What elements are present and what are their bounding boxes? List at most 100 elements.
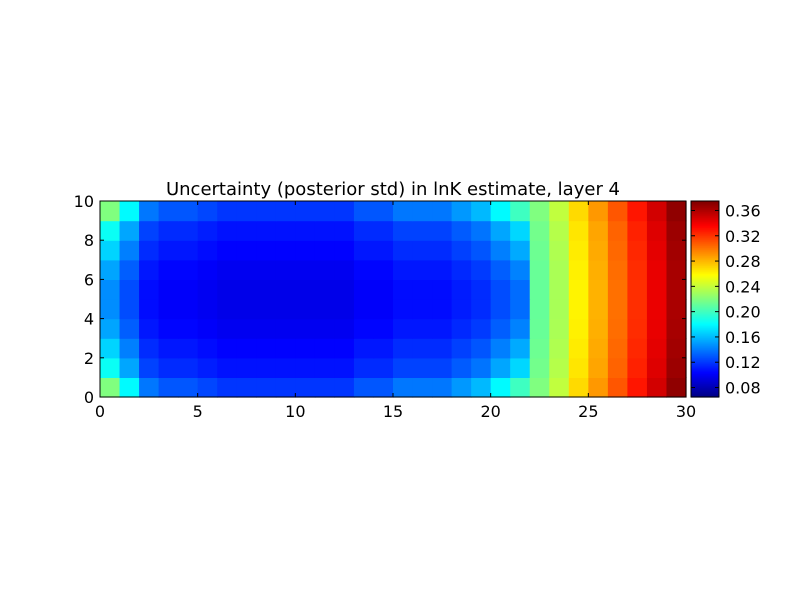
heatmap-cell bbox=[119, 377, 140, 398]
heatmap-cell bbox=[568, 220, 589, 241]
heatmap-cell bbox=[197, 377, 218, 398]
heatmap-cell bbox=[412, 279, 433, 300]
colorbar-segment bbox=[691, 201, 719, 204]
heatmap-cell bbox=[412, 299, 433, 320]
colorbar-segment bbox=[691, 385, 719, 388]
heatmap-cell bbox=[236, 259, 257, 280]
heatmap-cell bbox=[100, 240, 121, 261]
colorbar-segment bbox=[691, 239, 719, 242]
colorbar-segment bbox=[691, 373, 719, 376]
heatmap-cell bbox=[666, 377, 687, 398]
colorbar-segment bbox=[691, 217, 719, 220]
colorbar-segment bbox=[691, 351, 719, 354]
heatmap-cell bbox=[588, 377, 609, 398]
colorbar-segment bbox=[691, 339, 719, 342]
heatmap-cell bbox=[197, 201, 218, 222]
heatmap-cell bbox=[119, 357, 140, 378]
heatmap-cell bbox=[158, 299, 179, 320]
heatmap-cell bbox=[646, 338, 668, 359]
heatmap-cell bbox=[627, 357, 648, 378]
colorbar-segment bbox=[691, 295, 719, 298]
colorbar-segment bbox=[691, 335, 719, 338]
heatmap-cell bbox=[256, 201, 277, 222]
colorbar-segment bbox=[691, 273, 719, 276]
heatmap-cell bbox=[588, 338, 609, 359]
colorbar-tick-label: 0.32 bbox=[725, 227, 761, 246]
heatmap-cell bbox=[236, 220, 257, 241]
colorbar-segment bbox=[691, 235, 719, 238]
heatmap-cell bbox=[295, 357, 316, 378]
heatmap-cell bbox=[510, 318, 531, 339]
colorbar-segment bbox=[691, 255, 719, 258]
colorbar-segment bbox=[691, 331, 719, 334]
heatmap-cell bbox=[471, 299, 492, 320]
heatmap-cell bbox=[100, 201, 121, 222]
heatmap-cell bbox=[217, 259, 238, 280]
heatmap-cell bbox=[353, 318, 375, 339]
heatmap-cell bbox=[393, 201, 414, 222]
heatmap-cell bbox=[373, 299, 394, 320]
colorbar-segment bbox=[691, 227, 719, 230]
heatmap-cell bbox=[529, 259, 550, 280]
heatmap-cell bbox=[158, 240, 179, 261]
heatmap-cell bbox=[471, 338, 492, 359]
colorbar-segment bbox=[691, 291, 719, 294]
heatmap-cell bbox=[334, 259, 355, 280]
x-tick-label: 0 bbox=[95, 402, 105, 421]
heatmap-cell bbox=[666, 220, 687, 241]
heatmap-cell bbox=[607, 240, 628, 261]
heatmap-cell bbox=[178, 338, 199, 359]
heatmap-cell bbox=[412, 240, 433, 261]
heatmap-cell bbox=[393, 318, 414, 339]
heatmap-cell bbox=[275, 318, 296, 339]
heatmap-cell bbox=[353, 201, 375, 222]
colorbar-tick-label: 0.20 bbox=[725, 303, 761, 322]
heatmap-cell bbox=[139, 318, 160, 339]
heatmap-cell bbox=[607, 318, 628, 339]
heatmap-cell bbox=[217, 338, 238, 359]
heatmap-cell bbox=[412, 377, 433, 398]
heatmap-cell bbox=[666, 240, 687, 261]
heatmap-cell bbox=[549, 259, 570, 280]
heatmap-cell bbox=[256, 240, 277, 261]
heatmap-cell bbox=[529, 220, 550, 241]
heatmap-cell bbox=[607, 338, 628, 359]
heatmap-cell bbox=[412, 220, 433, 241]
colorbar-segment bbox=[691, 299, 719, 302]
heatmap-cell bbox=[256, 279, 277, 300]
heatmap-cell bbox=[334, 338, 355, 359]
heatmap-cell bbox=[119, 259, 140, 280]
heatmap-cell bbox=[646, 259, 668, 280]
colorbar-segment bbox=[691, 283, 719, 286]
heatmap-cell bbox=[295, 318, 316, 339]
heatmap-cell bbox=[275, 240, 296, 261]
heatmap-cell bbox=[139, 240, 160, 261]
heatmap-cell bbox=[353, 377, 375, 398]
y-tick-label: 8 bbox=[84, 231, 94, 250]
heatmap-cell bbox=[510, 377, 531, 398]
colorbar-tick-label: 0.24 bbox=[725, 277, 761, 296]
heatmap-cell bbox=[529, 299, 550, 320]
heatmap-cell bbox=[236, 279, 257, 300]
colorbar-segment bbox=[691, 349, 719, 352]
colorbar-segment bbox=[691, 209, 719, 212]
x-tick-label: 10 bbox=[285, 402, 305, 421]
heatmap-cell bbox=[529, 201, 550, 222]
heatmap-cell bbox=[393, 338, 414, 359]
heatmap-cell bbox=[119, 338, 140, 359]
colorbar-segment bbox=[691, 391, 719, 394]
heatmap-cell bbox=[471, 220, 492, 241]
heatmap-cell bbox=[393, 259, 414, 280]
heatmap-cell bbox=[646, 279, 668, 300]
colorbar-segment bbox=[691, 337, 719, 340]
heatmap-cell bbox=[197, 279, 218, 300]
colorbar-segment bbox=[691, 345, 719, 348]
colorbar-tick-label: 0.28 bbox=[725, 252, 761, 271]
heatmap-cell bbox=[373, 279, 394, 300]
heatmap-cell bbox=[275, 201, 296, 222]
heatmap-cell bbox=[158, 220, 179, 241]
heatmap-cell bbox=[100, 338, 121, 359]
heatmap-cell bbox=[139, 201, 160, 222]
heatmap-cell bbox=[646, 377, 668, 398]
heatmap-cell bbox=[158, 201, 179, 222]
